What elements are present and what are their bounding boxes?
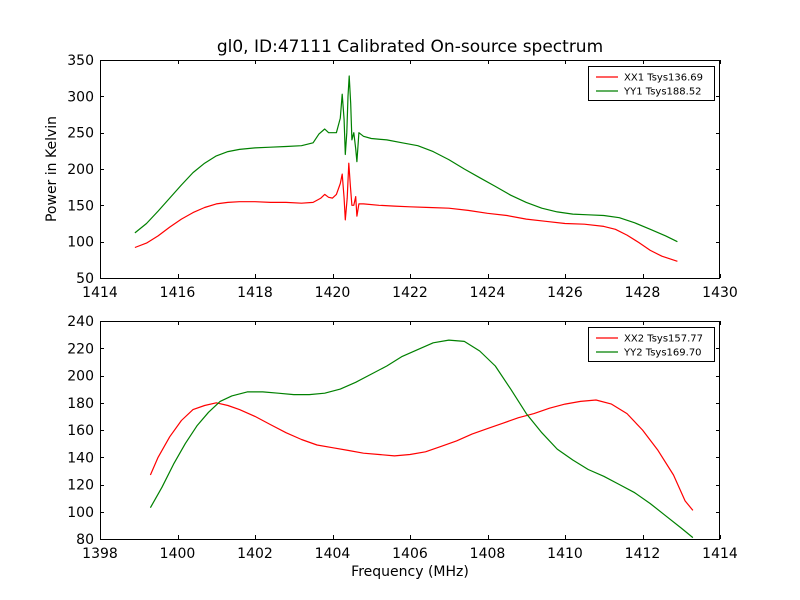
top-x-tick-label: 1426: [547, 285, 583, 301]
bottom-axis-ticks: 1398 1400 1402 1404 1406 1408 1410 1412 1414 80 10…: [67, 314, 738, 562]
top-axis-ticks: 1414 1416 1418 1420 1422 1424 1426 1428 1430 50 10…: [67, 53, 738, 301]
top-x-tick-label: 1420: [315, 285, 351, 301]
top-y-tick-label: 100: [67, 235, 94, 251]
top-y-tick-label: 250: [67, 126, 94, 142]
top-legend-label-1: XX1 Tsys136.69: [624, 73, 703, 84]
bottom-legend-box: [588, 327, 715, 362]
top-x-tick-label: 1428: [625, 285, 661, 301]
top-x-tick-label: 1424: [470, 285, 506, 301]
top-legend-box: [588, 66, 715, 101]
bottom-y-tick-label: 160: [67, 423, 94, 439]
bottom-plot-frame: [100, 321, 720, 540]
top-x-tick-label: 1422: [392, 285, 428, 301]
top-y-tick-label: 50: [76, 271, 94, 287]
y-axis-label: Power in Kelvin: [44, 116, 60, 222]
bottom-legend-label-1: XX2 Tsys157.77: [624, 334, 703, 345]
bottom-x-tick-label: 1400: [160, 546, 196, 562]
bottom-series-line-1: [149, 399, 694, 511]
bottom-y-tick-label: 200: [67, 369, 94, 385]
bottom-y-tick-label: 140: [67, 450, 94, 466]
bottom-y-tick-label: 220: [67, 341, 94, 357]
bottom-series-lines: [149, 339, 694, 539]
bottom-x-tick-label: 1402: [237, 546, 273, 562]
bottom-y-tick-label: 120: [67, 478, 94, 494]
x-axis-label: Frequency (MHz): [351, 564, 469, 580]
bottom-x-tick-label: 1404: [315, 546, 351, 562]
top-x-tick-label: 1418: [237, 285, 273, 301]
top-series-line-2: [134, 75, 678, 243]
bottom-legend: XX2 Tsys157.77 YY2 Tsys169.70: [588, 327, 715, 362]
top-y-tick-label: 200: [67, 162, 94, 178]
bottom-legend-label-2: YY2 Tsys169.70: [623, 348, 702, 359]
top-y-tick-label: 300: [67, 89, 94, 105]
top-x-tick-label: 1416: [160, 285, 196, 301]
top-plot-frame: [100, 60, 720, 279]
top-series-lines: [134, 75, 678, 262]
top-series-line-1: [134, 162, 678, 262]
top-spectrum-panel: gl0, ID:47111 Calibrated On-source spect…: [44, 37, 738, 301]
bottom-spectrum-panel: Frequency (MHz) 1398 1400 1402 1404 1406 1408…: [67, 314, 738, 580]
bottom-x-tick-label: 1408: [470, 546, 506, 562]
top-x-tick-label: 1414: [82, 285, 118, 301]
top-legend-label-2: YY1 Tsys188.52: [623, 87, 702, 98]
bottom-y-tick-label: 100: [67, 505, 94, 521]
top-legend: XX1 Tsys136.69 YY1 Tsys188.52: [588, 66, 715, 101]
bottom-y-tick-label: 80: [76, 532, 94, 548]
bottom-x-tick-label: 1398: [82, 546, 118, 562]
chart-title: gl0, ID:47111 Calibrated On-source spect…: [217, 37, 603, 57]
top-y-tick-label: 350: [67, 53, 94, 69]
bottom-y-tick-label: 180: [67, 396, 94, 412]
bottom-y-tick-label: 240: [67, 314, 94, 330]
bottom-x-tick-label: 1414: [702, 546, 738, 562]
bottom-x-tick-label: 1406: [392, 546, 428, 562]
bottom-x-tick-label: 1410: [547, 546, 583, 562]
bottom-x-tick-label: 1412: [625, 546, 661, 562]
bottom-series-line-2: [149, 339, 694, 539]
top-x-tick-label: 1430: [702, 285, 738, 301]
top-y-tick-label: 150: [67, 198, 94, 214]
